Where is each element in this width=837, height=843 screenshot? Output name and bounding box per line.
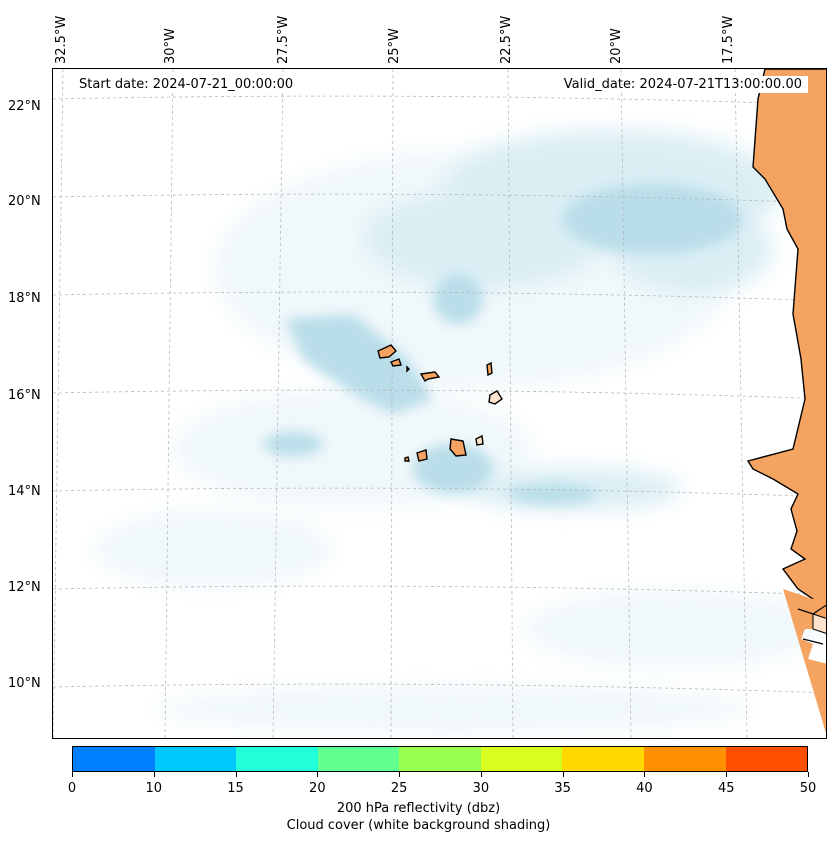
island-brava: [404, 456, 410, 462]
map-canvas: [53, 69, 826, 738]
island-maio: [475, 434, 484, 446]
colorbar-segment: [154, 747, 237, 771]
colorbar-tick: [399, 772, 401, 777]
island-fogo: [416, 449, 428, 462]
colorbar: [72, 746, 808, 772]
colorbar-segment: [643, 747, 726, 771]
longitude-label: 32.5°W: [54, 15, 69, 64]
start-date-label: Start date: 2024-07-21_00:00:00: [73, 76, 300, 93]
colorbar-tick-label: 25: [390, 781, 408, 796]
colorbar-tick-label: 30: [472, 781, 490, 796]
colorbar-segment: [73, 747, 155, 771]
colorbar-tick: [72, 772, 73, 777]
colorbar-tick: [317, 772, 319, 777]
colorbar-tick-label: 40: [636, 781, 653, 796]
island-sal: [486, 361, 493, 377]
colorbar-subtitle: Cloud cover (white background shading): [286, 818, 551, 833]
valid-date-label: Valid_date: 2024-07-21T13:00:00.00: [557, 76, 808, 93]
longitude-label: 17.5°W: [721, 15, 736, 64]
colorbar-tick-label: 45: [717, 781, 735, 796]
longitude-label: 25°W: [387, 28, 402, 64]
map-panel: [52, 68, 827, 739]
colorbar-segment: [725, 747, 808, 771]
island-boa-vista: [488, 390, 503, 405]
latitude-label: 22°N: [8, 99, 41, 114]
colorbar-tick-label: 15: [227, 781, 244, 796]
colorbar-tick: [153, 772, 155, 777]
colorbar-tick-label: 35: [554, 781, 571, 796]
island-santiago: [449, 438, 467, 457]
colorbar-tick: [562, 772, 564, 777]
colorbar-tick: [726, 772, 728, 777]
colorbar-title: 200 hPa reflectivity (dbz): [336, 801, 501, 816]
island-sao-vicente: [390, 358, 402, 367]
latitude-label: 18°N: [8, 291, 41, 306]
colorbar-segment: [317, 747, 400, 771]
colorbar-tick-label: 20: [309, 781, 326, 796]
latitude-label: 14°N: [8, 484, 41, 499]
colorbar-segment: [480, 747, 563, 771]
colorbar-segment: [399, 747, 481, 771]
longitude-label: 30°W: [163, 28, 178, 64]
longitude-label: 27.5°W: [276, 15, 291, 64]
colorbar-tick-label: 50: [799, 781, 817, 796]
latitude-label: 20°N: [8, 194, 41, 209]
colorbar-tick: [235, 772, 237, 777]
latitude-label: 16°N: [8, 388, 41, 403]
colorbar-tick-label: 0: [67, 781, 77, 796]
cloud-cover-shading: [93, 129, 823, 734]
colorbar-tick-label: 10: [145, 781, 163, 796]
island-sao-nicolau: [419, 371, 441, 382]
longitude-label: 20°W: [609, 28, 624, 64]
cape-verde-islands: [377, 344, 503, 462]
west-africa-coastline: [746, 69, 826, 734]
island-santo-antao: [377, 344, 397, 359]
colorbar-tick: [480, 772, 482, 777]
colorbar-tick: [808, 772, 809, 777]
graticule: [53, 69, 826, 738]
colorbar-tick: [644, 772, 646, 777]
longitude-label: 22.5°W: [499, 15, 514, 64]
island-santa-luzia: [406, 365, 410, 373]
colorbar-segment: [236, 747, 318, 771]
latitude-label: 12°N: [8, 580, 41, 595]
latitude-label: 10°N: [8, 676, 41, 691]
colorbar-segment: [562, 747, 644, 771]
